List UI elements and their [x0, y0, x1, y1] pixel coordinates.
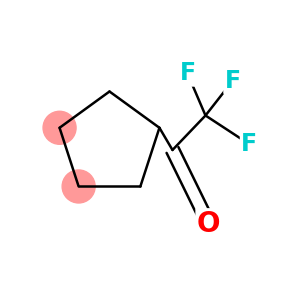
Circle shape — [62, 170, 95, 203]
Text: F: F — [179, 61, 196, 85]
Circle shape — [43, 111, 76, 144]
Text: F: F — [241, 132, 257, 156]
Text: F: F — [224, 69, 241, 93]
Text: O: O — [197, 209, 220, 238]
